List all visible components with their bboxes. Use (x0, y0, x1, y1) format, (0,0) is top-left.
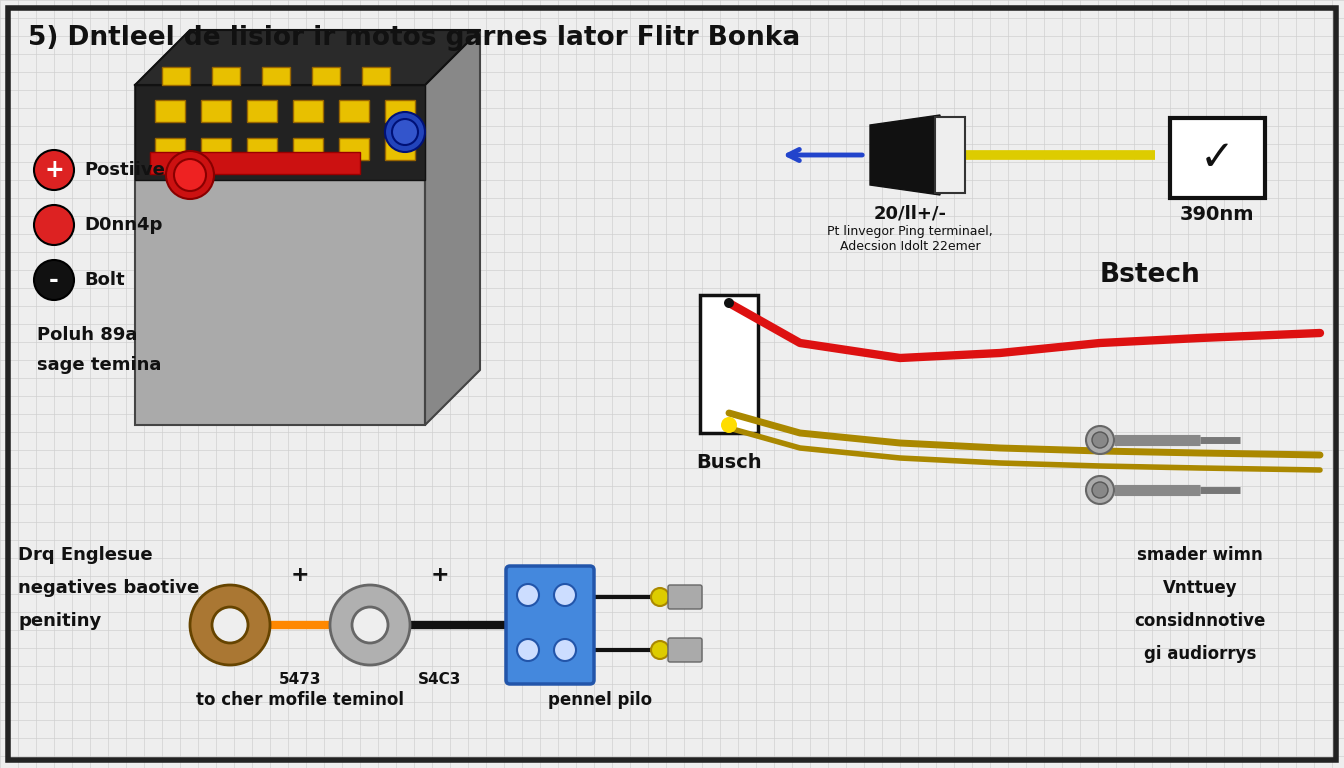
Circle shape (517, 639, 539, 661)
Circle shape (650, 588, 669, 606)
FancyBboxPatch shape (668, 585, 702, 609)
Bar (262, 67, 290, 85)
Bar (212, 67, 241, 85)
Circle shape (1091, 432, 1107, 448)
Text: negatives baotive: negatives baotive (17, 579, 199, 597)
Bar (134, 85, 425, 425)
Bar (384, 138, 415, 160)
Circle shape (34, 260, 74, 300)
Text: +: + (290, 565, 309, 585)
Circle shape (517, 584, 539, 606)
Text: Drq Englesue: Drq Englesue (17, 546, 153, 564)
Circle shape (167, 151, 214, 199)
Circle shape (190, 585, 270, 665)
Text: Bolt: Bolt (83, 271, 125, 289)
Bar (155, 100, 185, 122)
Bar (1171, 118, 1265, 198)
Text: 390nm: 390nm (1180, 205, 1254, 224)
Circle shape (34, 150, 74, 190)
Text: smader wimn: smader wimn (1137, 546, 1263, 564)
Circle shape (173, 159, 206, 191)
Circle shape (1091, 482, 1107, 498)
Text: Pt linvegor Ping terminael,: Pt linvegor Ping terminael, (827, 225, 993, 238)
Text: considnnotive: considnnotive (1134, 612, 1266, 630)
Bar (163, 67, 190, 85)
Text: Poluh 89a: Poluh 89a (38, 326, 137, 344)
Bar (700, 295, 758, 433)
Circle shape (724, 298, 734, 308)
Circle shape (1086, 476, 1114, 504)
Circle shape (720, 417, 737, 433)
FancyBboxPatch shape (668, 638, 702, 662)
Bar (293, 138, 323, 160)
Circle shape (392, 119, 418, 145)
Bar (293, 100, 323, 122)
Bar (362, 67, 390, 85)
Text: 5473: 5473 (278, 673, 321, 687)
Circle shape (331, 585, 410, 665)
Text: 20/ll+/-: 20/ll+/- (874, 205, 946, 223)
Text: penitiny: penitiny (17, 612, 101, 630)
Circle shape (554, 584, 577, 606)
Text: Postiive: Postiive (83, 161, 165, 179)
Text: sage temina: sage temina (38, 356, 161, 374)
Circle shape (384, 112, 425, 152)
Circle shape (34, 205, 74, 245)
Bar (247, 138, 277, 160)
Bar (247, 100, 277, 122)
Text: +: + (430, 565, 449, 585)
Text: -: - (50, 268, 59, 292)
Bar (202, 100, 231, 122)
Circle shape (724, 420, 734, 430)
Text: S4C3: S4C3 (418, 673, 462, 687)
Text: +: + (44, 158, 65, 182)
Bar (339, 138, 370, 160)
Text: gi audiorrys: gi audiorrys (1144, 645, 1257, 663)
Text: 5) Dntleel de lisior ir motos garnes lator Flitr Bonka: 5) Dntleel de lisior ir motos garnes lat… (28, 25, 800, 51)
Circle shape (554, 639, 577, 661)
Bar (935, 117, 965, 193)
Text: pennel pilo: pennel pilo (548, 691, 652, 709)
Circle shape (1086, 426, 1114, 454)
Bar (312, 67, 340, 85)
Text: D0nn4p: D0nn4p (83, 216, 163, 234)
Circle shape (650, 641, 669, 659)
FancyBboxPatch shape (505, 566, 594, 684)
Text: Bstech: Bstech (1099, 262, 1200, 288)
Polygon shape (870, 115, 939, 195)
Text: to cher mofile teminol: to cher mofile teminol (196, 691, 405, 709)
Circle shape (352, 607, 388, 643)
Bar (155, 138, 185, 160)
Bar (202, 138, 231, 160)
Bar (151, 152, 360, 174)
Text: ✓: ✓ (1200, 137, 1234, 179)
Polygon shape (425, 30, 480, 425)
Circle shape (212, 607, 249, 643)
Bar (384, 100, 415, 122)
Text: Adecsion Idolt 22emer: Adecsion Idolt 22emer (840, 240, 980, 253)
Bar (339, 100, 370, 122)
Text: Vnttuey: Vnttuey (1163, 579, 1238, 597)
Text: Busch: Busch (696, 453, 762, 472)
Bar (134, 85, 425, 180)
Polygon shape (134, 30, 480, 85)
